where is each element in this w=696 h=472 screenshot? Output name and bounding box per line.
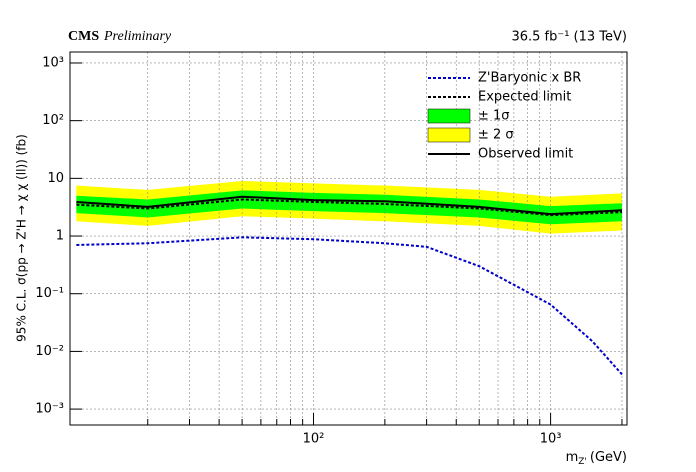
plot-frame: [69, 51, 628, 426]
y-tick-label: 10²: [42, 113, 64, 128]
x-label-unit: (GeV): [590, 450, 627, 465]
x-label-m: m: [566, 450, 579, 465]
legend-label: Z'Baryonic x BR: [478, 71, 581, 86]
x-label-sub: Z': [578, 457, 587, 467]
limit-line: [76, 195, 623, 216]
legend-label: Observed limit: [478, 147, 573, 162]
y-tick-label: 10⁻³: [35, 402, 64, 417]
y-tick-label: 10⁻²: [35, 344, 64, 359]
x-tick-label: 10²: [303, 432, 325, 447]
legend-label: Expected limit: [478, 90, 571, 105]
legend-label: ± 1σ: [478, 109, 510, 124]
theory-line: [76, 236, 623, 376]
band: [76, 190, 622, 225]
y-tick-label: 1: [56, 229, 64, 244]
y-tick-label: 10⁻¹: [35, 286, 64, 301]
legend-label: ± 2 σ: [478, 128, 514, 143]
legend-box: [427, 127, 471, 143]
legend-box: [427, 108, 471, 124]
x-tick-label: 10³: [540, 432, 562, 447]
y-tick-label: 10: [47, 171, 64, 186]
limit-line: [76, 198, 623, 217]
lumi-label: 36.5 fb⁻¹ (13 TeV): [511, 30, 627, 45]
cms-label: CMS: [68, 29, 99, 44]
x-axis-label: mZ' (GeV): [566, 450, 627, 467]
y-tick-label: 10³: [42, 55, 64, 70]
preliminary-label: Preliminary: [103, 29, 172, 44]
y-axis-label: 95% C.L. σ(pp → Z'H → χ χ (ll)) (fb): [15, 134, 29, 342]
